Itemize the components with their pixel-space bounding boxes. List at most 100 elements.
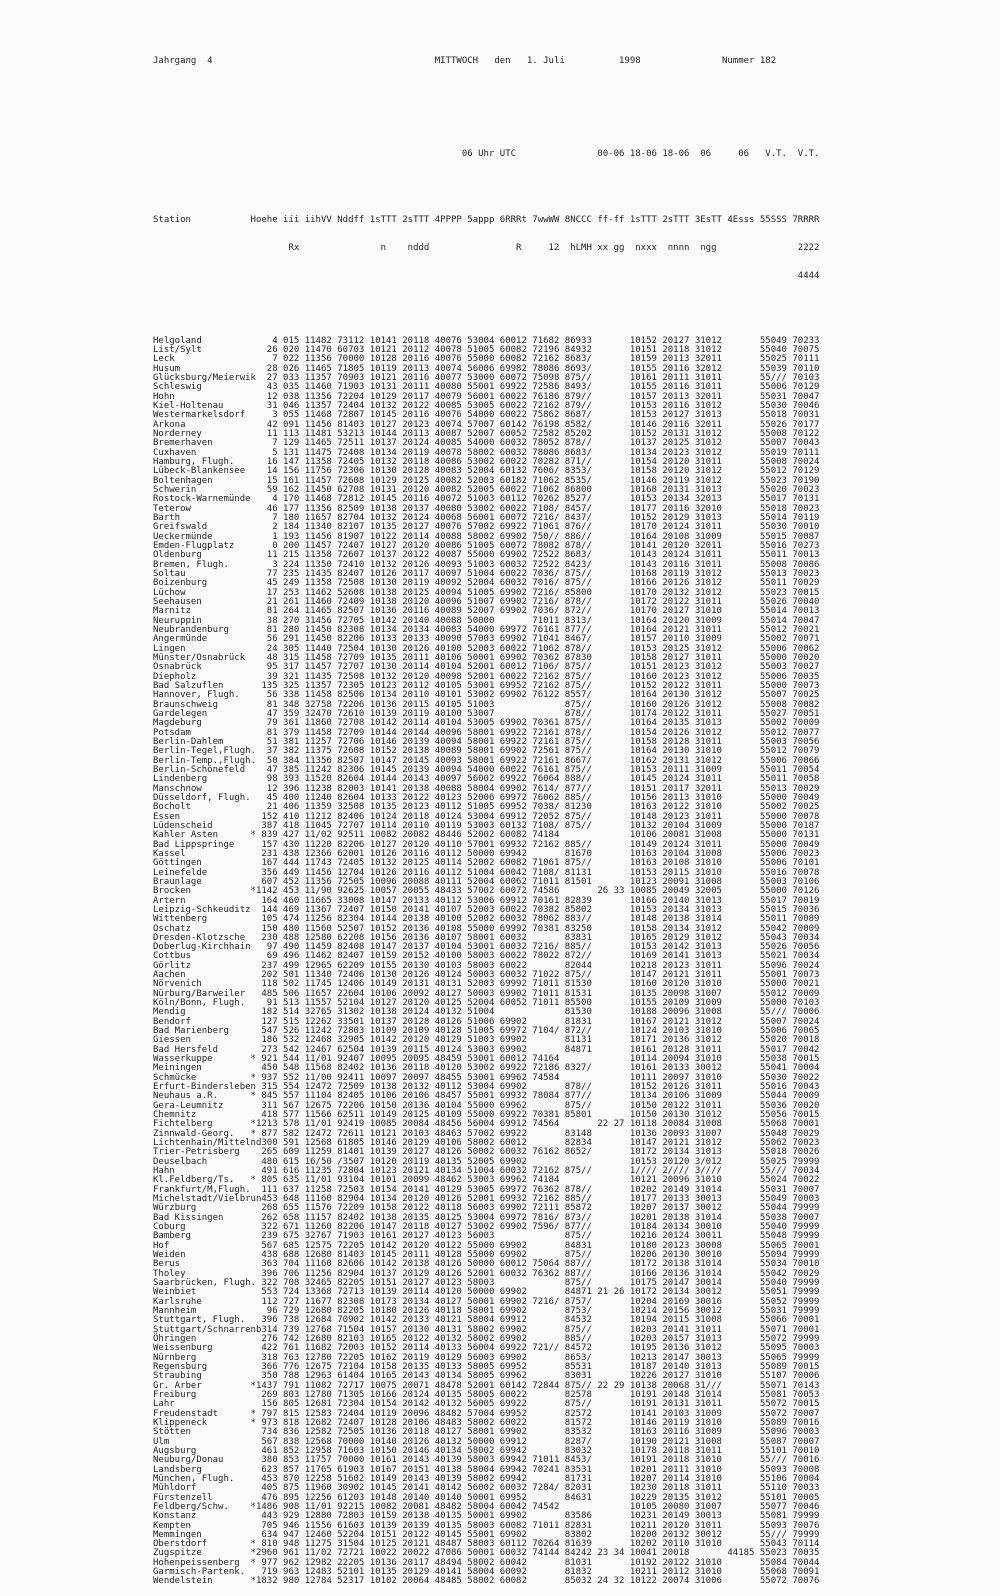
period-1: 00-06 bbox=[597, 149, 625, 160]
station-row: Bendorf 127 515 12262 33501 10137 20128 … bbox=[153, 1016, 820, 1027]
station-row: Bad Marienberg 547 526 11242 72803 10109… bbox=[153, 1026, 820, 1037]
period-3: 18-06 bbox=[662, 149, 690, 160]
station-row: Michelstadt/Vielbrun453 648 11160 82904 … bbox=[153, 1194, 820, 1205]
station-row: Würzburg 268 655 11576 72209 10158 20122… bbox=[153, 1203, 820, 1214]
station-row: Hohenpeissenberg * 977 962 12982 22205 1… bbox=[153, 1557, 820, 1568]
station-row: Aachen 202 501 11340 72406 10130 20126 4… bbox=[153, 970, 820, 981]
station-row: Braunlage 607 452 11356 72505 10096 2008… bbox=[153, 876, 820, 887]
station-row: Osnabrück 95 317 11457 72707 10130 20114… bbox=[153, 662, 820, 673]
station-row: Gera-Leumnitz 311 567 12675 72206 10150 … bbox=[153, 1100, 820, 1111]
station-row: Kl.Feldberg/Ts. * 805 635 11/01 93104 10… bbox=[153, 1175, 820, 1186]
blank-line bbox=[153, 300, 1000, 309]
period-5: 06 bbox=[738, 149, 750, 160]
station-row: Leinefelde 356 449 11456 12704 10126 201… bbox=[153, 867, 820, 878]
station-row: Lingen 24 305 11440 72504 10130 20126 40… bbox=[153, 643, 820, 654]
station-row: Kahler Asten * 839 427 11/02 92511 10082… bbox=[153, 830, 820, 841]
station-row: Memmingen 634 947 12460 52204 10151 2012… bbox=[153, 1529, 820, 1540]
utc-time-label: 06 Uhr UTC bbox=[461, 149, 517, 160]
masthead-line: Jahrgang 4 MITTWOCH den 1. Juli 1998 Num… bbox=[153, 55, 1000, 66]
station-row: Brocken *1142 453 11/90 92625 10057 2005… bbox=[153, 886, 820, 897]
station-row: Potsdam 81 379 11458 72709 10144 20144 4… bbox=[153, 727, 820, 738]
station-row: Nürnberg 318 763 12780 72205 10162 20119… bbox=[153, 1352, 820, 1363]
station-row: Regensburg 366 776 12675 72104 10158 201… bbox=[153, 1361, 820, 1372]
document-page: { "title": { "volume": "Jahrgang 4", "we… bbox=[153, 55, 1000, 1587]
date-label: 1. Juli bbox=[526, 55, 565, 66]
station-row: Coburg 322 671 11260 82206 10147 20118 4… bbox=[153, 1222, 820, 1232]
station-row: Meiningen 450 548 11568 82402 10136 2011… bbox=[153, 1063, 820, 1074]
station-row: Bremerhaven 7 129 11465 72511 10137 2012… bbox=[153, 438, 820, 449]
station-row: Saarbrücken, Flugh. 322 708 32465 82205 … bbox=[153, 1277, 820, 1288]
station-row: Cuxhaven 5 131 11475 72408 10134 20119 4… bbox=[153, 447, 820, 458]
station-row: Schwerin 59 162 11450 62708 10131 20120 … bbox=[153, 485, 820, 496]
station-row: Diepholz 39 321 11435 72508 10132 20120 … bbox=[153, 671, 820, 682]
station-row: Hamburg, Flugh. 16 147 11358 72405 10132… bbox=[153, 457, 820, 468]
blank-line bbox=[153, 178, 1000, 187]
station-row: Artern 164 460 11665 33008 10147 20133 4… bbox=[153, 895, 820, 906]
station-row: Neuruppin 38 270 31456 72705 10142 20140… bbox=[153, 615, 820, 626]
station-row: Berlin-Tegel,Flugh. 37 382 11375 72608 1… bbox=[153, 746, 820, 757]
year-label: 1998 bbox=[618, 55, 641, 66]
station-row: Essen 152 410 11212 82406 10124 20118 40… bbox=[153, 811, 820, 822]
station-row: Oschatz 150 480 11560 52507 10152 20136 … bbox=[153, 923, 820, 934]
station-row: Lüchow 17 253 11462 52608 10138 20125 40… bbox=[153, 587, 820, 598]
station-row: Magdeburg 79 361 11860 72708 10142 20114… bbox=[153, 718, 820, 729]
column-header-row: Station Hoehe iii iihVV Nddff 1sTTT 2sTT… bbox=[153, 214, 820, 225]
station-row: Westermarkelsdorf 3 055 11468 72807 1014… bbox=[153, 410, 820, 421]
station-row: Manschnow 12 396 11238 82003 10141 20138… bbox=[153, 783, 820, 794]
station-row: Berlin-Temp.,Flugh. 50 384 11356 82507 1… bbox=[153, 755, 820, 766]
station-row: Dresden-Klotzsche 230 488 12580 62208 10… bbox=[153, 932, 820, 943]
station-row: Marnitz 81 264 11465 82507 10136 20116 4… bbox=[153, 606, 820, 617]
station-row: Mühldorf 405 875 11960 30902 10145 20141… bbox=[153, 1483, 820, 1494]
station-row: Nörvenich 118 502 11745 12406 10149 2013… bbox=[153, 979, 820, 990]
station-row: Berlin-Schönefeld 47 385 11242 82306 101… bbox=[153, 764, 820, 775]
station-row: Bocholt 21 406 11359 32508 10135 20123 4… bbox=[153, 802, 820, 813]
station-row: Arkona 42 091 11456 81403 10127 20123 40… bbox=[153, 419, 820, 430]
station-row: Hohn 12 038 11356 72204 10129 20117 4007… bbox=[153, 391, 820, 402]
station-row: Weiden 438 688 12680 81403 10145 20111 4… bbox=[153, 1249, 820, 1260]
station-row: Garmisch-Partenk. 719 963 12483 52101 10… bbox=[153, 1567, 820, 1578]
station-row: Ulm 567 838 12568 70000 10140 20126 4013… bbox=[153, 1436, 820, 1447]
station-row: Braunschweig 81 348 32758 72206 10136 20… bbox=[153, 699, 820, 710]
station-row: Leipzig-Schkeuditz 144 469 11367 72407 1… bbox=[153, 904, 820, 915]
station-row: Erfurt-Bindersleben 315 554 12472 72509 … bbox=[153, 1082, 820, 1093]
station-row: Wittenberg 105 474 11256 82304 10144 201… bbox=[153, 914, 820, 925]
volume-label: Jahrgang 4 bbox=[153, 55, 213, 66]
station-row: Neuburg/Donau 380 853 11757 70000 10161 … bbox=[153, 1455, 820, 1466]
station-row: Görlitz 237 499 12965 62209 10155 20130 … bbox=[153, 960, 820, 971]
station-row: Lichtenhain/Mittelnd300 591 12568 61805 … bbox=[153, 1138, 820, 1149]
station-row: Öhringen 276 742 12680 82103 10165 20122… bbox=[153, 1333, 820, 1344]
station-row: Leck 7 022 11356 70000 10128 20116 40076… bbox=[153, 354, 820, 365]
column-subheader-row: Rx n nddd R 12 hLMH xx gg nxxx nnnn ngg … bbox=[153, 242, 820, 253]
station-row: Lüdenscheid 387 418 11045 72707 10114 20… bbox=[153, 820, 820, 831]
period-2: 18-06 bbox=[629, 149, 657, 160]
station-row: Göttingen 167 444 11743 72405 10132 2012… bbox=[153, 858, 820, 869]
station-row: Bad Hersfeld 273 542 12467 62504 10139 2… bbox=[153, 1044, 820, 1055]
station-row: Wendelstein *1832 980 12784 52317 10102 … bbox=[153, 1576, 820, 1587]
station-row: Cottbus 69 496 11462 82407 10159 20152 4… bbox=[153, 951, 820, 962]
station-row: Zugspitze *2960 961 11/02 72721 10022 20… bbox=[153, 1548, 820, 1559]
day-word: den bbox=[494, 55, 511, 66]
station-row: List/Sylt 26 020 11470 60703 10121 20112… bbox=[153, 345, 820, 356]
station-row: Freiburg 269 803 12780 71305 10166 20124… bbox=[153, 1389, 820, 1400]
station-row: Freudenstadt * 797 815 12583 72404 10119… bbox=[153, 1408, 820, 1419]
station-row: Ueckermünde 1 193 11456 81907 10122 2011… bbox=[153, 531, 820, 542]
period-4: 06 bbox=[700, 149, 712, 160]
station-row: Wasserkuppe * 921 544 11/01 92407 10095 … bbox=[153, 1054, 820, 1065]
station-row: Lübeck-Blankensee 14 156 11756 72306 101… bbox=[153, 466, 820, 477]
station-row: Rostock-Warnemünde 4 170 11468 72812 101… bbox=[153, 494, 820, 505]
station-row: Schleswig 43 035 11460 71903 10131 20111… bbox=[153, 382, 820, 393]
station-row: Hannover, Flugh. 56 338 11458 82506 1013… bbox=[153, 690, 820, 701]
station-row: Neubrandenburg 81 280 11450 82308 10134 … bbox=[153, 625, 820, 635]
station-row: Fürstenzell 476 895 12256 61203 10148 20… bbox=[153, 1492, 820, 1503]
station-row: Helgoland 4 015 11482 73112 10141 20118 … bbox=[153, 335, 820, 346]
period-7: V.T. bbox=[797, 149, 820, 160]
station-row: Klippeneck * 973 818 12682 72407 10128 2… bbox=[153, 1417, 820, 1428]
station-row: Bamberg 239 675 32767 71903 10161 20127 … bbox=[153, 1231, 820, 1242]
station-row: Gr. Arber *1437 791 11082 72717 10075 20… bbox=[153, 1380, 820, 1391]
station-row: Hahn 491 616 11235 72804 10123 20121 401… bbox=[153, 1166, 820, 1177]
station-row: Stuttgart/Schnarrenb314 739 12768 71504 … bbox=[153, 1324, 820, 1335]
station-row: Mannheim 96 729 12680 82205 10180 20126 … bbox=[153, 1305, 820, 1316]
station-row: Bad Lippspringe 157 430 11220 82206 1012… bbox=[153, 839, 820, 850]
station-row: Bremen, Flugh. 3 224 11350 72410 10132 2… bbox=[153, 559, 820, 570]
station-row: Fichtelberg *1213 578 11/01 92419 10085 … bbox=[153, 1119, 820, 1130]
